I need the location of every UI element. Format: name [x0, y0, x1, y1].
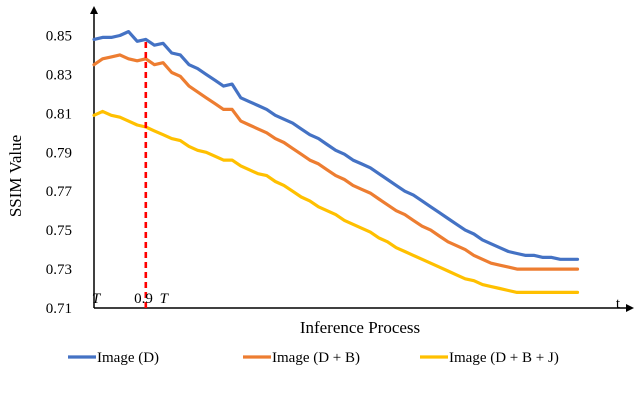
series-line-1 — [92, 30, 580, 261]
series-lines — [92, 30, 580, 294]
series-line-2 — [92, 53, 580, 271]
x-tick-marker-number: 0.9 — [134, 291, 153, 307]
x-tick-end: t — [616, 296, 621, 312]
y-tick-label: 0.85 — [46, 28, 72, 44]
legend-label-1: Image (D) — [97, 350, 159, 366]
y-tick-label: 0.71 — [46, 301, 72, 317]
y-tick-label: 0.77 — [46, 184, 73, 200]
y-tick-label: 0.79 — [46, 145, 72, 161]
y-axis-arrow — [90, 6, 98, 14]
legend-label-3: Image (D + B + J) — [449, 350, 559, 366]
y-axis-title: SSIM Value — [6, 135, 25, 217]
x-tick-marker-T: T — [160, 291, 170, 307]
x-axis-title: Inference Process — [300, 318, 420, 337]
x-tick-marker: 0.9 T — [134, 291, 170, 307]
y-tick-label: 0.73 — [46, 262, 72, 278]
y-tick-labels: 0.71 0.73 0.75 0.77 0.79 0.81 0.83 0.85 — [46, 28, 73, 317]
legend-label-2: Image (D + B) — [272, 350, 360, 366]
x-tick-start: T — [92, 291, 102, 307]
x-axis-arrow — [626, 304, 634, 312]
y-tick-label: 0.83 — [46, 67, 72, 83]
y-tick-label: 0.75 — [46, 223, 72, 239]
series-line-3 — [92, 109, 580, 294]
axes — [90, 6, 634, 312]
legend: Image (D) Image (D + B) Image (D + B + J) — [68, 350, 559, 366]
y-tick-label: 0.81 — [46, 106, 72, 122]
